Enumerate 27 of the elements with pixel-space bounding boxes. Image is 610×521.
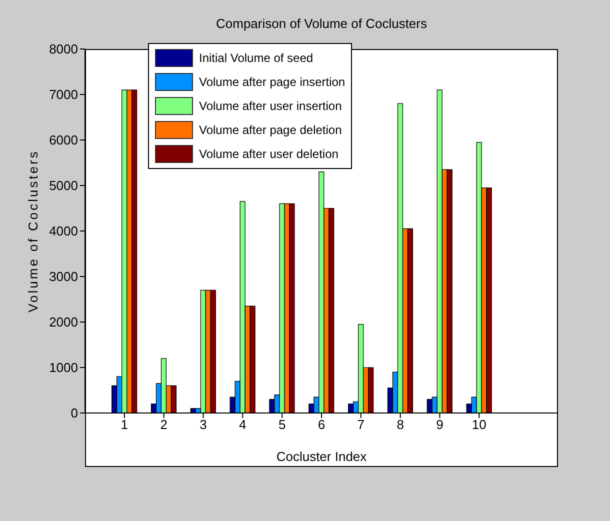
x-axis-title: Cocluster Index xyxy=(276,449,368,464)
legend-label: Volume after page deletion xyxy=(199,123,342,137)
x-tick-label: 8 xyxy=(396,417,404,432)
x-tick-label: 4 xyxy=(239,417,246,432)
x-tick-label: 10 xyxy=(472,417,486,432)
legend-label: Volume after user insertion xyxy=(199,99,342,113)
y-tick-label: 6000 xyxy=(49,132,78,148)
y-tick-label: 1000 xyxy=(49,360,78,376)
legend-label: Initial Volume of seed xyxy=(199,51,314,65)
y-tick-label: 7000 xyxy=(49,87,78,102)
x-tick-label: 5 xyxy=(278,417,286,432)
x-tick-label: 2 xyxy=(160,417,168,432)
y-tick-label: 5000 xyxy=(49,178,78,194)
y-tick-label: 4000 xyxy=(49,224,78,239)
legend-label: Volume after page insertion xyxy=(199,75,346,89)
x-tick-label: 3 xyxy=(200,417,207,432)
y-axis-title: Volume of Coclusters xyxy=(26,150,41,312)
y-tick-label: 8000 xyxy=(49,42,78,57)
x-tick-label: 1 xyxy=(120,417,128,432)
legend-label: Volume after user deletion xyxy=(199,147,338,161)
y-tick-label: 2000 xyxy=(49,314,78,330)
x-tick-label: 6 xyxy=(318,417,326,432)
chart-title: Comparison of Volume of Coclusters xyxy=(215,16,428,31)
y-tick-label: 3000 xyxy=(49,269,78,284)
y-tick-label: 0 xyxy=(70,406,78,421)
x-tick-label: 7 xyxy=(357,417,365,432)
x-tick-label: 9 xyxy=(436,417,444,432)
